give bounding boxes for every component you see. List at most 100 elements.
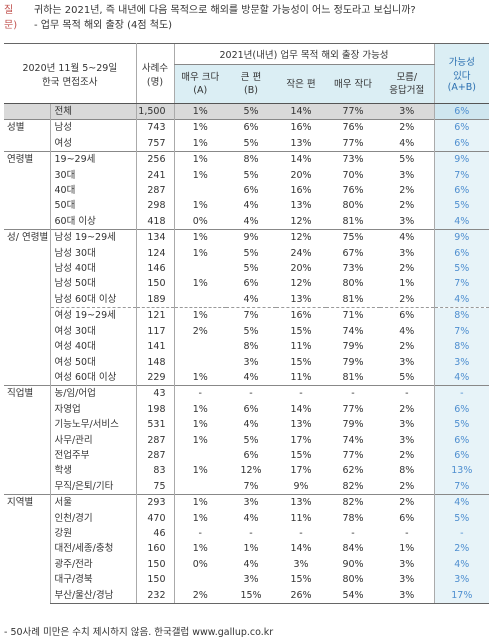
row-label: 50대 — [49, 198, 136, 214]
row-value: - — [405, 527, 409, 539]
row-value: 20% — [290, 263, 312, 275]
row-value: 71% — [326, 307, 380, 324]
row-value: 15% — [290, 356, 312, 368]
table-row: 지역별 서울 293 1% 3% 13% 82% 2% 4% — [4, 494, 490, 604]
row-likely-sum: 5% — [433, 198, 490, 214]
row-value: 13% — [290, 200, 312, 212]
row-likely-sum: 4% — [433, 369, 490, 386]
table-row: 남성 60대 이상 189 4% 13% 81% 2% 4% — [4, 291, 490, 308]
row-value: 1% — [173, 463, 226, 479]
table-row: 전체 1,500 1% 5% 14% 77% 3% 6% — [4, 103, 490, 120]
row-label: 남성 40대 — [49, 261, 136, 277]
row-likely-sum: 8% — [433, 339, 490, 355]
row-likely-sum: 3% — [433, 572, 490, 588]
table-row: 여성 40대 141 8% 11% 79% 2% 8% — [4, 339, 490, 355]
row-value: 3% — [243, 356, 259, 368]
row-value: 2% — [173, 587, 226, 604]
row-label: 전업주부 — [49, 447, 136, 464]
row-value: 8% — [226, 151, 276, 168]
row-value: 16% — [276, 119, 326, 136]
table-row: 대구/경북 150 3% 15% 80% 3% 3% — [4, 572, 490, 588]
row-cases: 146 — [135, 261, 174, 277]
row-value: 84% — [342, 543, 364, 555]
row-value: 14% — [276, 151, 326, 168]
row-likely-sum: 8% — [433, 307, 490, 324]
row-value: 5% — [243, 247, 259, 259]
row-label: 대구/경북 — [49, 572, 136, 588]
row-value: 2% — [399, 341, 415, 353]
row-value — [173, 291, 226, 308]
row-value: 2% — [173, 323, 226, 340]
row-value: 1% — [173, 135, 226, 152]
row-value: 12% — [240, 465, 262, 477]
row-likely-sum: 6% — [433, 103, 490, 120]
row-cases: 148 — [135, 354, 174, 370]
row-value: 1% — [173, 417, 226, 433]
question-label: 질문) — [4, 5, 18, 31]
row-value: 3% — [243, 574, 259, 586]
row-likely-sum: 4% — [433, 213, 490, 230]
row-likely-sum: 7% — [433, 323, 490, 340]
row-value: 79% — [342, 356, 364, 368]
row-cases: 121 — [135, 307, 174, 324]
row-cases: 757 — [135, 135, 174, 152]
row-label: 여성 — [49, 135, 136, 152]
row-value: 3% — [399, 247, 415, 259]
cases-header: 사례수 (명) — [136, 43, 174, 104]
table-row: 사무/관리 287 1% 5% 17% 74% 3% 6% — [4, 432, 490, 448]
row-value: 5% — [226, 103, 276, 120]
row-label: 남성 19~29세 — [49, 229, 136, 246]
row-value: 5% — [243, 325, 259, 337]
row-likely-sum: - — [433, 385, 490, 402]
row-label: 여성 50대 — [49, 354, 136, 370]
group-label: 직업별 — [4, 385, 50, 495]
row-value: 15% — [290, 449, 312, 461]
row-cases: 150 — [135, 556, 174, 573]
row-value: 11% — [290, 512, 312, 524]
row-value: 1% — [173, 245, 226, 262]
row-value: 76% — [342, 185, 364, 197]
row-label: 기능노무/서비스 — [49, 417, 136, 433]
row-value: 1% — [173, 307, 226, 324]
row-value: 2% — [399, 480, 415, 492]
row-value: - — [380, 385, 435, 402]
row-value: 4% — [243, 419, 259, 431]
row-value: 13% — [276, 494, 326, 511]
row-value — [173, 478, 226, 495]
row-likely-sum: 2% — [433, 541, 490, 557]
row-value: 67% — [342, 247, 364, 259]
table-row: 성/ 연령별 남성 19~29세 134 1% 9% 12% 75% 4% 9% — [4, 229, 490, 386]
row-value: 4% — [399, 137, 415, 149]
row-cases: 229 — [135, 369, 174, 386]
row-cases: 141 — [135, 339, 174, 355]
row-value: 8% — [399, 465, 415, 477]
row-value — [173, 261, 226, 277]
row-value: 1% — [173, 432, 226, 448]
row-cases: 418 — [135, 213, 174, 230]
row-value: 4% — [243, 558, 259, 570]
table-row: 여성 30대 117 2% 5% 15% 74% 4% 7% — [4, 323, 490, 340]
table-row: 60대 이상 418 0% 4% 12% 81% 3% 4% — [4, 213, 490, 230]
row-value: - — [226, 385, 276, 402]
row-value: 13% — [290, 419, 312, 431]
row-cases: 160 — [135, 541, 174, 557]
row-value: 20% — [290, 169, 312, 181]
row-value: 3% — [399, 215, 415, 227]
table-row: 40대 287 6% 16% 76% 2% 6% — [4, 183, 490, 199]
row-value: 1% — [399, 278, 415, 290]
row-value: 15% — [290, 325, 312, 337]
table-row: 부산/울산/경남 232 2% 15% 26% 54% 3% 17% — [4, 587, 490, 604]
row-value: 2% — [399, 200, 415, 212]
table-row: 전업주부 287 6% 15% 77% 2% 6% — [4, 447, 490, 464]
row-value: 13% — [290, 137, 312, 149]
col-header: 큰 편 (B) — [226, 64, 276, 104]
row-likely-sum: 6% — [433, 401, 490, 418]
row-value — [173, 447, 226, 464]
row-label: 강원 — [49, 525, 136, 542]
row-likely-sum: 6% — [433, 183, 490, 199]
row-value: 1% — [173, 103, 226, 120]
row-value: 77% — [342, 403, 364, 415]
group-label: 성별 — [4, 119, 50, 152]
row-value: 12% — [290, 278, 312, 290]
row-value: 82% — [326, 494, 380, 511]
